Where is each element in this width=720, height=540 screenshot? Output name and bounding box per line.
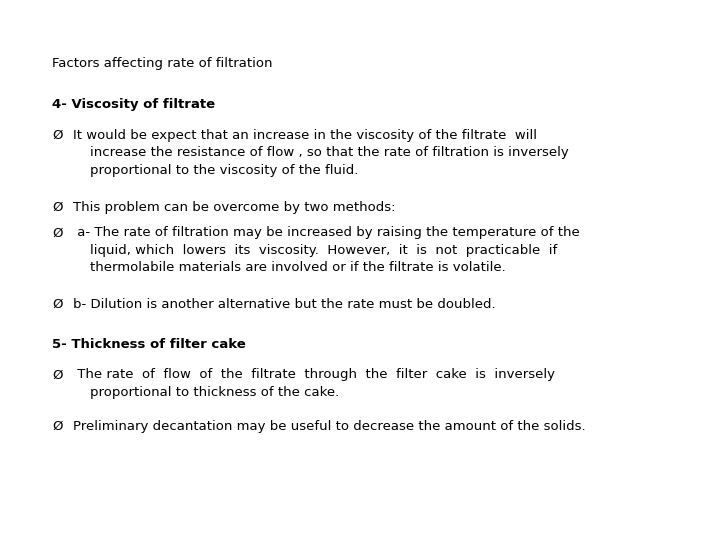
Text: This problem can be overcome by two methods:: This problem can be overcome by two meth… <box>73 201 396 214</box>
Text: 4- Viscosity of filtrate: 4- Viscosity of filtrate <box>52 98 215 111</box>
Text: Ø: Ø <box>52 420 63 433</box>
Text: Ø: Ø <box>52 368 63 381</box>
Text: 5- Thickness of filter cake: 5- Thickness of filter cake <box>52 338 246 350</box>
Text: The rate  of  flow  of  the  filtrate  through  the  filter  cake  is  inversely: The rate of flow of the filtrate through… <box>73 368 555 399</box>
Text: It would be expect that an increase in the viscosity of the filtrate  will
    i: It would be expect that an increase in t… <box>73 129 570 177</box>
Text: Ø: Ø <box>52 201 63 214</box>
Text: b- Dilution is another alternative but the rate must be doubled.: b- Dilution is another alternative but t… <box>73 298 496 311</box>
Text: Factors affecting rate of filtration: Factors affecting rate of filtration <box>52 57 272 70</box>
Text: Ø: Ø <box>52 298 63 311</box>
Text: Ø: Ø <box>52 129 63 141</box>
Text: Preliminary decantation may be useful to decrease the amount of the solids.: Preliminary decantation may be useful to… <box>73 420 586 433</box>
Text: a- The rate of filtration may be increased by raising the temperature of the
   : a- The rate of filtration may be increas… <box>73 226 580 274</box>
Text: Ø: Ø <box>52 226 63 239</box>
